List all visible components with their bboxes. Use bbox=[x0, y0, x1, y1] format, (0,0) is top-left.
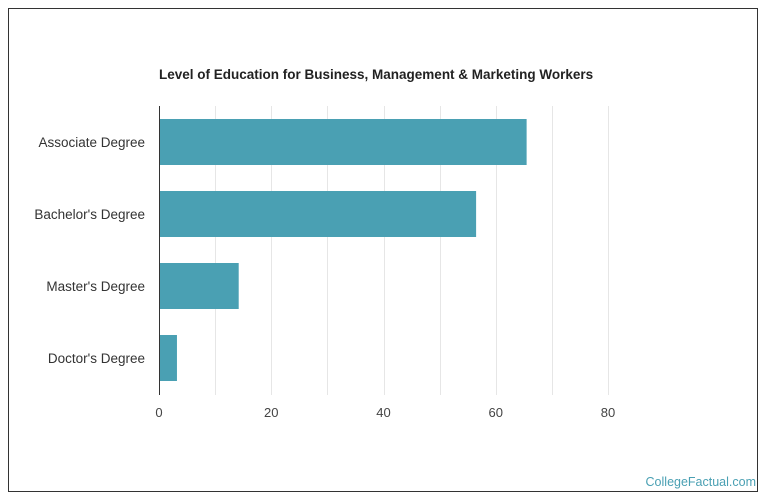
category-label: Associate Degree bbox=[38, 135, 145, 150]
x-tick-labels: 0 20 40 60 80 bbox=[155, 405, 615, 420]
watermark: CollegeFactual.com bbox=[645, 475, 756, 489]
bar-doctor-s-degree bbox=[159, 335, 177, 381]
category-labels: Associate Degree Bachelor's Degree Master'… bbox=[34, 135, 145, 366]
category-label: Bachelor's Degree bbox=[34, 207, 145, 222]
x-tick-label: 40 bbox=[376, 405, 390, 420]
category-label: Master's Degree bbox=[46, 279, 145, 294]
bar-bachelor-s-degree bbox=[159, 191, 477, 237]
x-tick-label: 60 bbox=[489, 405, 503, 420]
bar-associate-degree bbox=[159, 119, 527, 165]
x-tick-label: 80 bbox=[601, 405, 615, 420]
category-label: Doctor's Degree bbox=[48, 351, 145, 366]
chart-frame bbox=[8, 8, 758, 492]
bar-master-s-degree bbox=[159, 263, 239, 309]
bars bbox=[159, 119, 527, 381]
x-tick-label: 0 bbox=[155, 405, 162, 420]
x-tick-label: 20 bbox=[264, 405, 278, 420]
chart-title: Level of Education for Business, Managem… bbox=[159, 67, 594, 82]
